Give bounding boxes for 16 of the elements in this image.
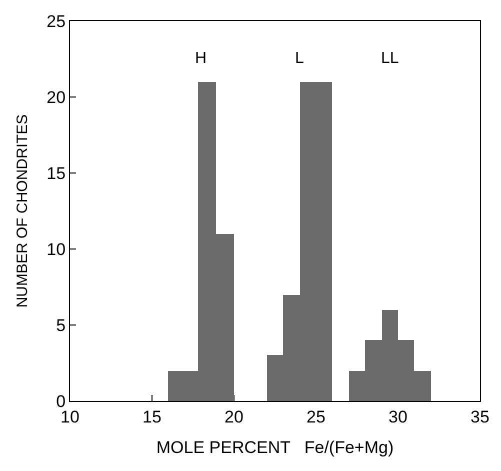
x-tick-label: 35: [470, 407, 490, 426]
y-tick-label: 15: [46, 164, 66, 183]
annotation: LL: [381, 50, 399, 67]
y-axis-title: NUMBER OF CHONDRITES: [14, 114, 31, 308]
x-tick-label: 20: [224, 407, 244, 426]
y-tick-label: 20: [46, 88, 66, 107]
annotation: L: [295, 50, 304, 67]
x-tick-label: 25: [306, 407, 326, 426]
y-tick-label: 10: [46, 240, 66, 259]
x-tick-label: 30: [388, 407, 408, 426]
y-tick-label: 25: [46, 12, 66, 31]
x-axis-title: MOLE PERCENT Fe/(Fe+Mg): [156, 438, 394, 457]
y-tick-label: 0: [56, 392, 66, 411]
annotation: H: [195, 50, 207, 67]
x-tick-label: 15: [142, 407, 162, 426]
y-tick-label: 5: [56, 316, 66, 335]
